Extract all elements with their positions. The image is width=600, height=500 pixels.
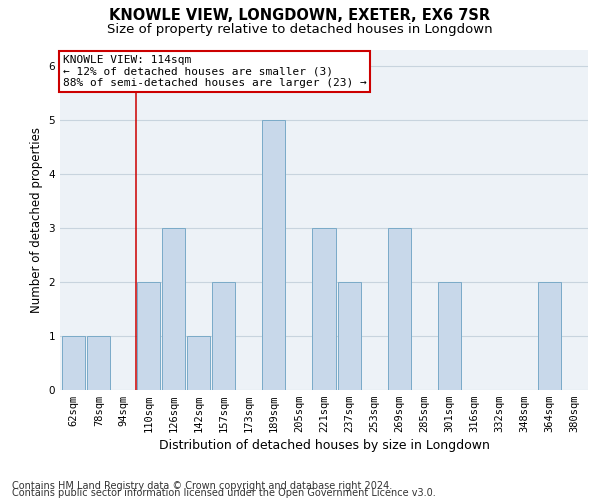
Bar	[87, 336, 110, 390]
Bar	[437, 282, 461, 390]
Text: Size of property relative to detached houses in Longdown: Size of property relative to detached ho…	[107, 22, 493, 36]
Text: KNOWLE VIEW: 114sqm
← 12% of detached houses are smaller (3)
88% of semi-detache: KNOWLE VIEW: 114sqm ← 12% of detached ho…	[62, 55, 367, 88]
Bar	[388, 228, 410, 390]
Bar	[212, 282, 235, 390]
Bar	[262, 120, 286, 390]
Bar	[538, 282, 561, 390]
Text: Contains public sector information licensed under the Open Government Licence v3: Contains public sector information licen…	[12, 488, 436, 498]
Y-axis label: Number of detached properties: Number of detached properties	[30, 127, 43, 313]
Bar	[313, 228, 335, 390]
Bar	[62, 336, 85, 390]
Bar	[163, 228, 185, 390]
Text: Contains HM Land Registry data © Crown copyright and database right 2024.: Contains HM Land Registry data © Crown c…	[12, 481, 392, 491]
Bar	[338, 282, 361, 390]
Bar	[137, 282, 160, 390]
Bar	[187, 336, 211, 390]
Text: KNOWLE VIEW, LONGDOWN, EXETER, EX6 7SR: KNOWLE VIEW, LONGDOWN, EXETER, EX6 7SR	[109, 8, 491, 22]
X-axis label: Distribution of detached houses by size in Longdown: Distribution of detached houses by size …	[158, 440, 490, 452]
